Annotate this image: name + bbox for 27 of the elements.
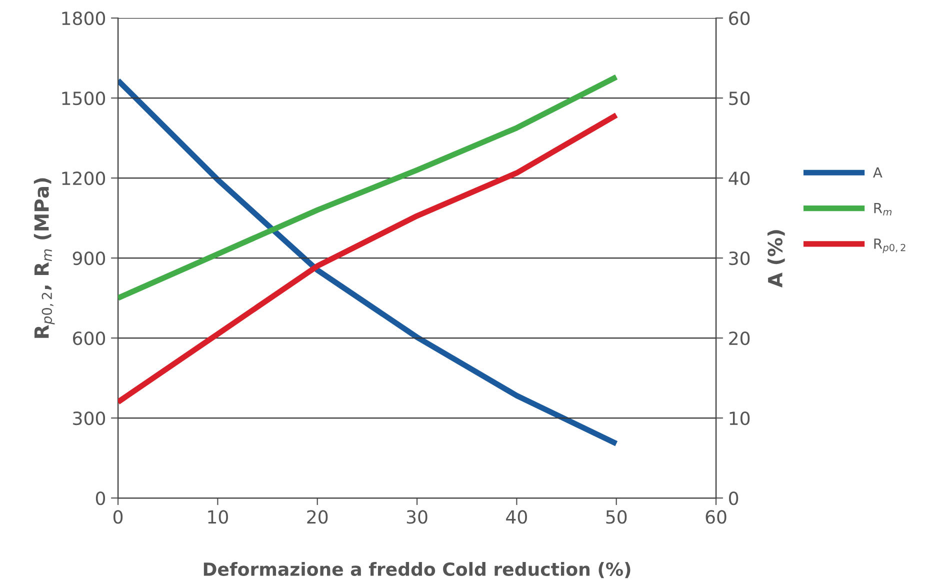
y-tick-label: 900 [72,251,106,266]
x-tick-label: 0 [113,510,123,524]
y-tick-label: 1200 [62,171,106,186]
y-tick-label: 0 [96,491,106,506]
y2-tick-label: 50 [729,91,750,106]
x-tick-label: 50 [606,510,627,524]
y2-axis-title: A (%) [767,230,785,288]
y2-tick-label: 40 [728,171,750,186]
x-axis-title: Deformazione a freddo Cold reduction (%) [204,562,630,578]
x-tick-label: 10 [208,510,228,524]
x-tick-label: 30 [406,510,428,524]
legend-label: A [873,167,882,178]
y2-tick-label: 0 [729,491,738,506]
y-tick-label: 300 [73,411,106,426]
y-tick-label: 1800 [62,12,106,26]
legend-label: R$_{m}$ [874,203,892,216]
y2-tick-label: 60 [729,12,750,26]
legend-label: R$_{p0,2}$ [874,238,906,254]
y-tick-label: 1500 [62,91,106,106]
y2-tick-label: 10 [730,411,750,426]
x-tick-label: 20 [307,510,328,524]
y-axis-title: R$_{p0,2}$, R$_{m}$ (MPa) [34,178,55,338]
x-tick-label: 40 [506,510,527,524]
y2-tick-label: 20 [729,331,750,346]
y-tick-label: 600 [73,331,106,346]
y2-tick-label: 30 [729,251,750,266]
x-tick-label: 60 [706,510,726,524]
